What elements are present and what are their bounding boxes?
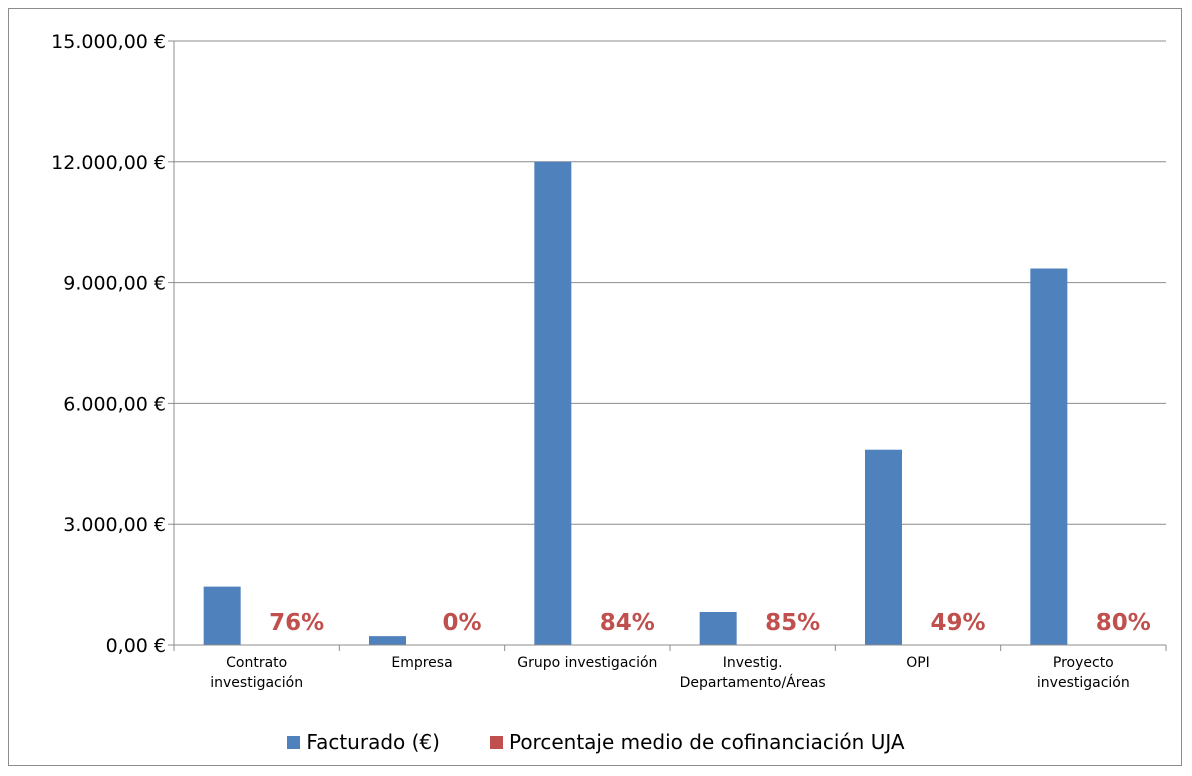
data-label-porcentaje: 0% (442, 610, 481, 636)
data-label-porcentaje: 49% (930, 610, 985, 636)
data-labels: 76% 0% 84% 85% 49% 80% (269, 610, 1151, 636)
legend-label-facturado: Facturado (€) (306, 730, 440, 754)
bar-facturado (369, 636, 406, 645)
legend-swatch-porcentaje (489, 735, 503, 749)
data-label-porcentaje: 84% (600, 610, 655, 636)
legend-swatch-facturado (287, 735, 301, 749)
x-tick-label: Proyecto investigación (1037, 655, 1130, 691)
y-tick-label: 0,00 € (106, 635, 166, 657)
y-tick-label: 12.000,00 € (51, 152, 166, 174)
legend-item-porcentaje: Porcentaje medio de cofinanciación UJA (489, 730, 905, 754)
legend-label-porcentaje: Porcentaje medio de cofinanciación UJA (508, 730, 905, 754)
y-axis-ticks: 0,00 € 3.000,00 € 6.000,00 € 9.000,00 € 12.0… (51, 31, 174, 657)
x-tick-label: Contrato investigación (210, 655, 303, 691)
bar-facturado (203, 586, 241, 645)
bar-facturado (699, 611, 737, 645)
x-tick-label: Empresa (391, 655, 452, 671)
gridlines (174, 40, 1166, 525)
x-tick-label: Grupo investigación (517, 655, 657, 671)
data-label-porcentaje: 76% (269, 610, 324, 636)
legend: Facturado (€) Porcentaje medio de cofina… (0, 722, 1192, 762)
y-tick-label: 9.000,00 € (63, 273, 166, 295)
bars (203, 161, 1068, 646)
x-tick-label: OPI (906, 655, 930, 671)
bar-facturado (865, 449, 902, 645)
bar-facturado (1030, 268, 1068, 645)
y-tick-label: 6.000,00 € (63, 393, 166, 415)
data-label-porcentaje: 80% (1096, 610, 1151, 636)
x-tick-label: Investig. Departamento/Áreas (680, 655, 826, 691)
data-label-porcentaje: 85% (765, 610, 820, 636)
y-tick-label: 15.000,00 € (51, 31, 166, 53)
legend-item-facturado: Facturado (€) (287, 730, 440, 754)
bar-facturado (534, 161, 572, 646)
y-tick-label: 3.000,00 € (63, 514, 166, 536)
x-axis-ticks: Contrato investigación Empresa Grupo invest… (173, 645, 1167, 691)
